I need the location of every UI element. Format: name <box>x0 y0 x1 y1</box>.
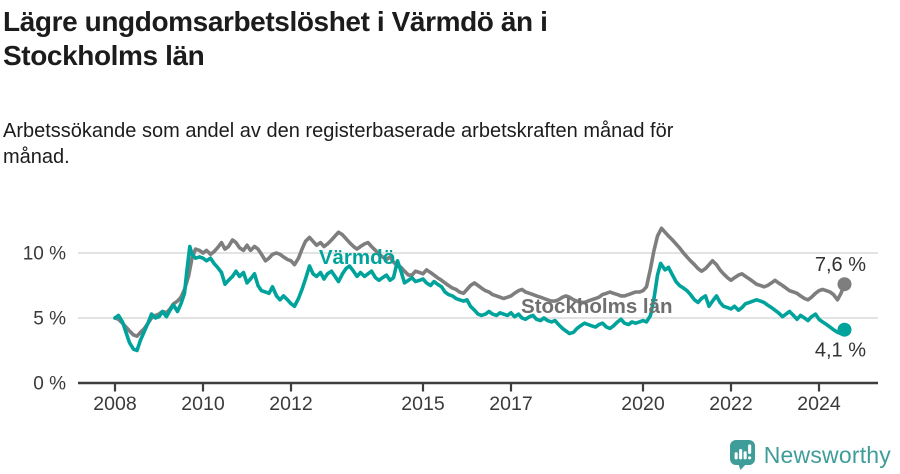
x-tick-label: 2012 <box>269 393 312 415</box>
end-dot-stockholms-lan <box>837 277 852 292</box>
chart-area: 10 % 5 % 0 % 2008 2010 2012 2015 2017 2020 2022 20… <box>0 190 900 435</box>
series-line-stockholms-lan <box>113 226 847 338</box>
page-subtitle-line-2: månad. <box>3 146 70 169</box>
x-tick-label: 2015 <box>401 393 445 415</box>
y-tick-label: 0 % <box>33 374 66 395</box>
end-dot-varmdo <box>837 322 852 337</box>
page-title-line-2: Stockholms län <box>3 40 205 72</box>
x-tick-label: 2024 <box>797 393 841 415</box>
page-title: Lägre ungdomsarbetslöshet i Värmdö än i … <box>3 5 548 73</box>
x-tick-label: 2017 <box>489 393 532 415</box>
end-value-label-stockholms-lan: 7,6 % <box>815 254 866 276</box>
end-value-label-varmdo: 4,1 % <box>815 340 866 362</box>
footer-credit[interactable]: Newsworthy <box>729 439 891 471</box>
x-tick-label: 2020 <box>621 393 665 415</box>
x-tick-label: 2008 <box>93 393 136 415</box>
y-tick-label: 5 % <box>33 309 66 330</box>
series-label-stockholms-lan: Stockholms län <box>521 295 673 318</box>
x-tick-label: 2022 <box>709 393 752 415</box>
x-tick-label: 2010 <box>181 393 225 415</box>
page-subtitle: Arbetssökande som andel av den registerb… <box>3 118 673 171</box>
series-line-varmdo <box>113 244 847 353</box>
unemployment-line-chart: 10 % 5 % 0 % 2008 2010 2012 2015 2017 2020 2022 20… <box>23 226 878 415</box>
newsworthy-logo-icon <box>729 439 756 471</box>
series-label-varmdo: Värmdö <box>319 246 395 269</box>
page-subtitle-line-1: Arbetssökande som andel av den registerb… <box>3 120 674 142</box>
y-tick-label: 10 % <box>23 244 66 265</box>
brand-name: Newsworthy <box>763 441 891 468</box>
page-title-line-1: Lägre ungdomsarbetslöshet i Värmdö än i <box>3 6 548 37</box>
